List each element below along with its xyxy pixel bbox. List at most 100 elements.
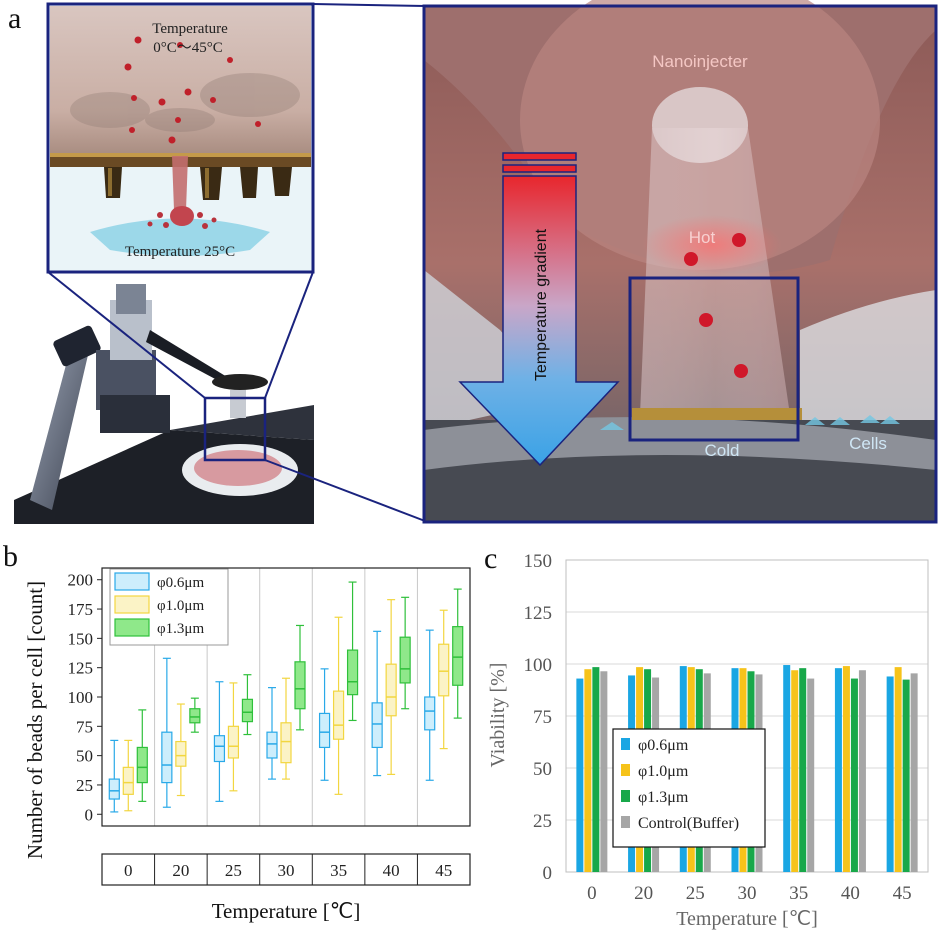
x-category-label: 30 bbox=[738, 883, 757, 904]
box-φ1.3μm bbox=[241, 698, 254, 723]
legend-label: φ1.3μm bbox=[638, 789, 689, 806]
panel-label-b: b bbox=[3, 540, 18, 573]
legend: φ0.6μm φ1.0μm φ1.3μm bbox=[109, 568, 229, 646]
zoom-lines bbox=[47, 3, 426, 522]
temperature-gradient-label: Temperature gradient bbox=[533, 228, 550, 381]
legend: φ0.6μm φ1.0μm φ1.3μm Control(Buffer) bbox=[612, 728, 766, 848]
inset-temperature-25: Temperature 25°C bbox=[125, 244, 235, 260]
y-tick-label: 25 bbox=[533, 811, 552, 832]
box-φ1.3μm bbox=[294, 661, 306, 710]
x-category-label: 30 bbox=[278, 861, 295, 880]
box-φ1.3μm bbox=[136, 746, 148, 784]
bar-φ0.6μm bbox=[886, 676, 894, 872]
legend-label: φ1.3μm bbox=[157, 621, 204, 637]
bar-φ1.3μm bbox=[850, 678, 858, 872]
cells-label: Cells bbox=[849, 434, 887, 453]
box-φ1.3μm bbox=[189, 708, 201, 724]
panel-label-a: a bbox=[8, 2, 22, 35]
x-axis-label: Temperature [℃] bbox=[676, 908, 818, 930]
box-φ1.0μm bbox=[332, 690, 345, 740]
inset-temperature-range: 0°C～45°C bbox=[153, 40, 223, 56]
x-category-label: 0 bbox=[124, 861, 133, 880]
x-category-label: 35 bbox=[330, 861, 347, 880]
bar-φ0.6μm bbox=[576, 678, 584, 872]
bar-φ1.0μm bbox=[894, 667, 902, 872]
bar-Control(Buffer) bbox=[858, 670, 866, 872]
inset-closeup: Temperature 0°C～45°C Temperature 25°C bbox=[46, 2, 315, 274]
y-tick-label: 0 bbox=[85, 805, 94, 824]
y-tick-label: 100 bbox=[68, 688, 94, 707]
legend-swatch bbox=[621, 790, 630, 802]
nanoinjecter-label: Nanoinjecter bbox=[652, 52, 748, 71]
legend-label: φ0.6μm bbox=[638, 737, 689, 754]
y-tick-label: 100 bbox=[524, 655, 553, 676]
nanoinjecter-render: Nanoinjecter Hot Cold Cells Temperature … bbox=[422, 0, 938, 524]
y-tick-label: 75 bbox=[533, 707, 552, 728]
cold-label: Cold bbox=[705, 441, 740, 460]
viability-barchart: 0 25 50 75 100 125 150 0 20 25 30 35 40 45 Temperature… bbox=[487, 551, 929, 930]
legend-swatch bbox=[114, 618, 150, 637]
box-φ0.6μm bbox=[213, 735, 226, 763]
y-tick-label: 50 bbox=[76, 747, 93, 766]
box-φ1.3μm bbox=[399, 636, 411, 684]
y-axis-label: Viability [%] bbox=[487, 663, 509, 768]
x-category-label: 0 bbox=[587, 883, 597, 904]
y-tick-label: 75 bbox=[76, 717, 93, 736]
y-tick-label: 150 bbox=[68, 629, 94, 648]
legend-swatch bbox=[114, 572, 150, 591]
box-φ0.6μm bbox=[371, 702, 383, 749]
x-category-label: 40 bbox=[841, 883, 860, 904]
x-category-label: 20 bbox=[634, 883, 653, 904]
microscope-setup bbox=[14, 282, 314, 524]
y-tick-label: 200 bbox=[68, 571, 94, 590]
category-table bbox=[101, 853, 471, 886]
panel-label-c: c bbox=[484, 542, 498, 575]
inset-temperature-label: Temperature bbox=[152, 21, 228, 37]
box-φ1.3μm bbox=[346, 649, 359, 696]
y-tick-label: 50 bbox=[533, 759, 552, 780]
legend-swatch bbox=[621, 816, 630, 828]
box-φ0.6μm bbox=[161, 731, 173, 784]
x-category-label: 25 bbox=[686, 883, 705, 904]
bar-φ1.0μm bbox=[584, 669, 592, 872]
y-tick-label: 125 bbox=[68, 659, 94, 678]
y-tick-label: 125 bbox=[524, 603, 553, 624]
y-tick-label: 175 bbox=[68, 600, 94, 619]
box-φ1.0μm bbox=[122, 766, 134, 795]
y-axis-label: Number of beads per cell [count] bbox=[23, 581, 47, 859]
box-φ1.0μm bbox=[280, 722, 292, 764]
legend-label: φ1.0μm bbox=[157, 598, 204, 614]
bar-φ1.3μm bbox=[902, 679, 910, 872]
bar-φ0.6μm bbox=[783, 665, 791, 872]
legend-swatch bbox=[621, 738, 630, 750]
bar-φ0.6μm bbox=[834, 668, 842, 872]
bar-φ1.0μm bbox=[791, 670, 799, 872]
box-φ1.0μm bbox=[385, 663, 397, 717]
hot-label: Hot bbox=[689, 228, 716, 247]
plot-frame bbox=[565, 559, 929, 873]
panel-a-illustration: Temperature 0°C～45°C Temperature 25°C bbox=[14, 0, 938, 524]
x-category-label: 45 bbox=[893, 883, 912, 904]
inset-beads bbox=[124, 36, 261, 144]
box-φ0.6μm bbox=[108, 778, 120, 800]
y-tick-label: 25 bbox=[76, 776, 93, 795]
beads-boxplot: 0 25 50 75 100 125 150 175 200 0 20 25 30 35 40 45 Tempe… bbox=[23, 567, 471, 923]
x-axis-label: Temperature [℃] bbox=[212, 899, 361, 923]
bar-Control(Buffer) bbox=[600, 671, 608, 872]
box-φ0.6μm bbox=[266, 731, 278, 759]
box-φ1.0μm bbox=[227, 725, 240, 759]
box-φ1.3μm bbox=[452, 626, 464, 686]
box-φ1.0μm bbox=[175, 740, 187, 767]
bar-φ1.0μm bbox=[842, 666, 850, 872]
legend-swatch bbox=[114, 595, 150, 614]
box-φ0.6μm bbox=[424, 696, 436, 731]
legend-label: φ0.6μm bbox=[157, 575, 204, 591]
bar-φ1.3μm bbox=[592, 667, 600, 872]
box-φ0.6μm bbox=[318, 712, 331, 749]
legend-frame bbox=[612, 728, 766, 848]
x-category-label: 45 bbox=[435, 861, 452, 880]
x-category-label: 25 bbox=[225, 861, 242, 880]
legend-label: Control(Buffer) bbox=[638, 815, 739, 832]
y-tick-label: 150 bbox=[524, 551, 553, 572]
x-category-label: 35 bbox=[789, 883, 808, 904]
